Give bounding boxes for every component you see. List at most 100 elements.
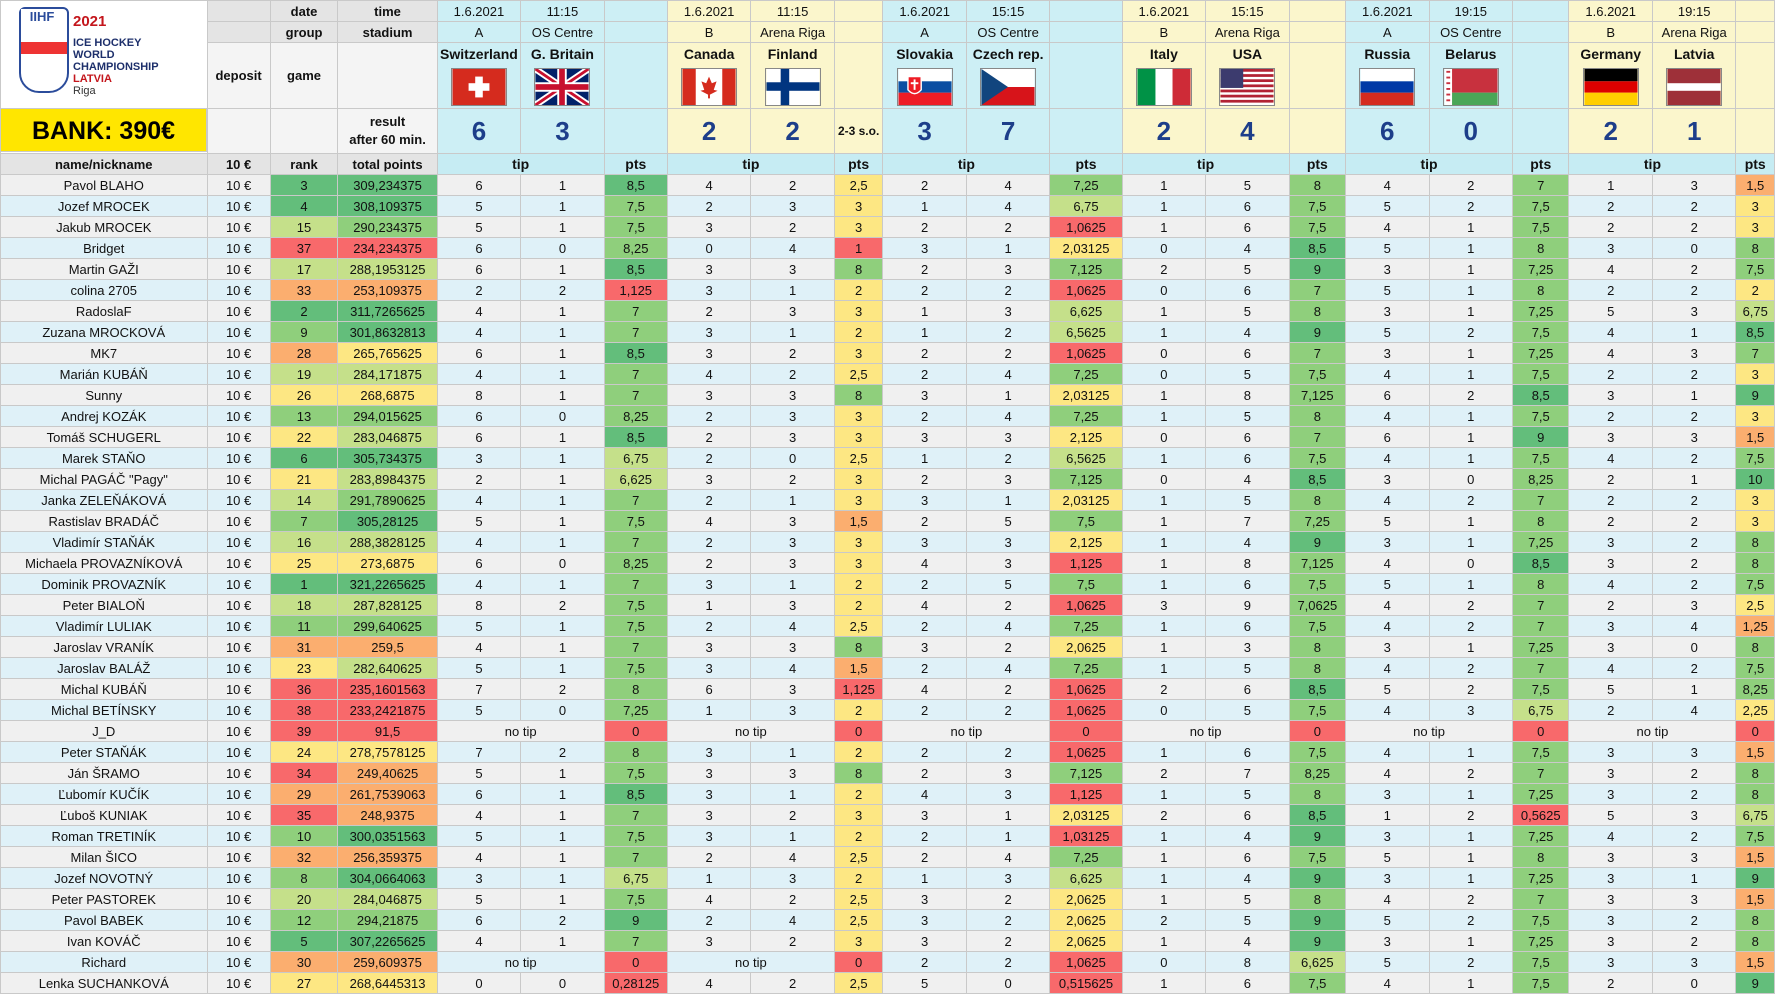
tip-away: 0 (520, 699, 605, 721)
tip-points: 7 (603, 804, 668, 826)
tip-points: 7,5 (1288, 741, 1347, 763)
table-row: Marián KUBÁŇ 10 €19 284,171875 4 1 7 4 2 2,5 2 4 7,… (0, 363, 1775, 385)
tip-home: 4 (436, 573, 522, 595)
tip-points: 7 (1512, 762, 1570, 784)
tip-home: 4 (1568, 447, 1653, 469)
player-name: Marek STAŇO (0, 447, 208, 469)
tip-points: 2,0625 (1049, 909, 1123, 931)
tip-home: 5 (1345, 510, 1430, 532)
tip-points: 2,5 (833, 363, 884, 385)
flag-russia-icon (1359, 68, 1416, 106)
tip-points: 7,5 (603, 888, 668, 910)
tip-away: 1 (965, 804, 1051, 826)
tip-points: 7,5 (1288, 846, 1347, 868)
tip-away: 1 (1428, 930, 1514, 952)
tip-away: 1 (1428, 825, 1514, 847)
tip-points: 7,5 (1288, 216, 1347, 238)
player-name: Peter STAŇÁK (0, 741, 208, 763)
rank-value: 1 (269, 573, 339, 595)
tip-home: 3 (1568, 867, 1653, 889)
tip-away: 2 (965, 888, 1051, 910)
tip-home: 2 (1568, 405, 1653, 427)
tip-away: 6 (1205, 804, 1290, 826)
tip-points: 2 (833, 783, 884, 805)
tip-points: 2 (833, 867, 884, 889)
tip-away: 1 (1651, 678, 1737, 700)
tip-home: 2 (1121, 804, 1207, 826)
logo-title: ICE HOCKEY WORLD CHAMPIONSHIP LATVIA Riga (73, 37, 159, 97)
tip-away: 2 (1651, 279, 1737, 301)
tip-header: tip (436, 153, 605, 175)
tip-points: 8 (1512, 279, 1570, 301)
tip-away: 1 (1428, 741, 1514, 763)
tip-points: 3 (1735, 489, 1775, 511)
tip-points: 3 (833, 342, 884, 364)
tip-home: 5 (1568, 804, 1653, 826)
player-name: Michal KUBÁŇ (0, 678, 208, 700)
tip-home: 3 (1568, 615, 1653, 637)
rank-value: 25 (269, 552, 339, 574)
tip-away: 8 (1205, 552, 1290, 574)
tip-away: 3 (1651, 594, 1737, 616)
tip-points: 7,25 (1049, 657, 1123, 679)
game-stadium: OS Centre (520, 21, 605, 43)
deposit-value: 10 € (206, 594, 271, 616)
tip-away: 1 (520, 300, 605, 322)
tip-home: 0 (1121, 951, 1207, 973)
rank-value: 38 (269, 699, 339, 721)
tip-points: 8 (1735, 930, 1775, 952)
rank-value: 2 (269, 300, 339, 322)
tip-away: 3 (965, 468, 1051, 490)
tip-home: 3 (666, 825, 752, 847)
tip-away: 4 (965, 195, 1051, 217)
deposit-value: 10 € (206, 342, 271, 364)
tip-points: 9 (1288, 321, 1347, 343)
tip-away: 3 (965, 258, 1051, 280)
tip-points: 2,25 (1735, 699, 1775, 721)
away-team: Latvia (1651, 42, 1737, 109)
tip-points: 1,0625 (1049, 699, 1123, 721)
tip-points: 8,5 (603, 258, 668, 280)
tip-away: 3 (1651, 846, 1737, 868)
table-row: Jaroslav BALÁŽ 10 €23 282,640625 5 1 7,5 3 4 1,5… (0, 657, 1775, 679)
tip-points: 7,5 (1288, 972, 1347, 994)
tip-points: 8 (1735, 531, 1775, 553)
tip-away: 3 (750, 636, 835, 658)
game-label: game (269, 42, 339, 109)
deposit-value: 10 € (206, 426, 271, 448)
tip-points: 7,5 (1512, 363, 1570, 385)
tip-away: 0 (520, 237, 605, 259)
tip-points: 2,5 (833, 615, 884, 637)
total-points: 284,171875 (337, 363, 438, 385)
tip-home: 1 (882, 321, 967, 343)
rank-header: rank (269, 153, 339, 175)
table-row: Michal PAGÁČ "Pagy" 10 €21 283,8984375 2 1 6,… (0, 468, 1775, 490)
tip-home: 7 (436, 678, 522, 700)
game-date: 1.6.2021 (1345, 0, 1430, 22)
tip-away: 3 (750, 384, 835, 406)
tip-points: 7,5 (1512, 405, 1570, 427)
tip-away: 6 (1205, 846, 1290, 868)
tip-away: 3 (1651, 888, 1737, 910)
tip-away: 6 (1205, 678, 1290, 700)
tip-home: 6 (436, 426, 522, 448)
table-row: Pavol BABEK 10 €12 294,21875 6 2 9 2 4 2,5 3 2 2,06… (0, 909, 1775, 931)
tip-home: 6 (436, 405, 522, 427)
total-points: 234,234375 (337, 237, 438, 259)
tip-home: 3 (1568, 762, 1653, 784)
tip-home: 4 (436, 489, 522, 511)
tip-away: 1 (520, 468, 605, 490)
total-points: 305,734375 (337, 447, 438, 469)
tip-home: 5 (436, 699, 522, 721)
tip-away: 3 (750, 195, 835, 217)
tip-away: 2 (750, 930, 835, 952)
tip-away: 4 (965, 615, 1051, 637)
tip-points: 0 (1049, 720, 1123, 742)
tip-home: 1 (1121, 195, 1207, 217)
rank-value: 39 (269, 720, 339, 742)
tip-home: 4 (666, 888, 752, 910)
tip-away: 3 (1651, 300, 1737, 322)
tip-home: 8 (436, 384, 522, 406)
tip-points: 7 (1512, 615, 1570, 637)
deposit-value: 10 € (206, 447, 271, 469)
